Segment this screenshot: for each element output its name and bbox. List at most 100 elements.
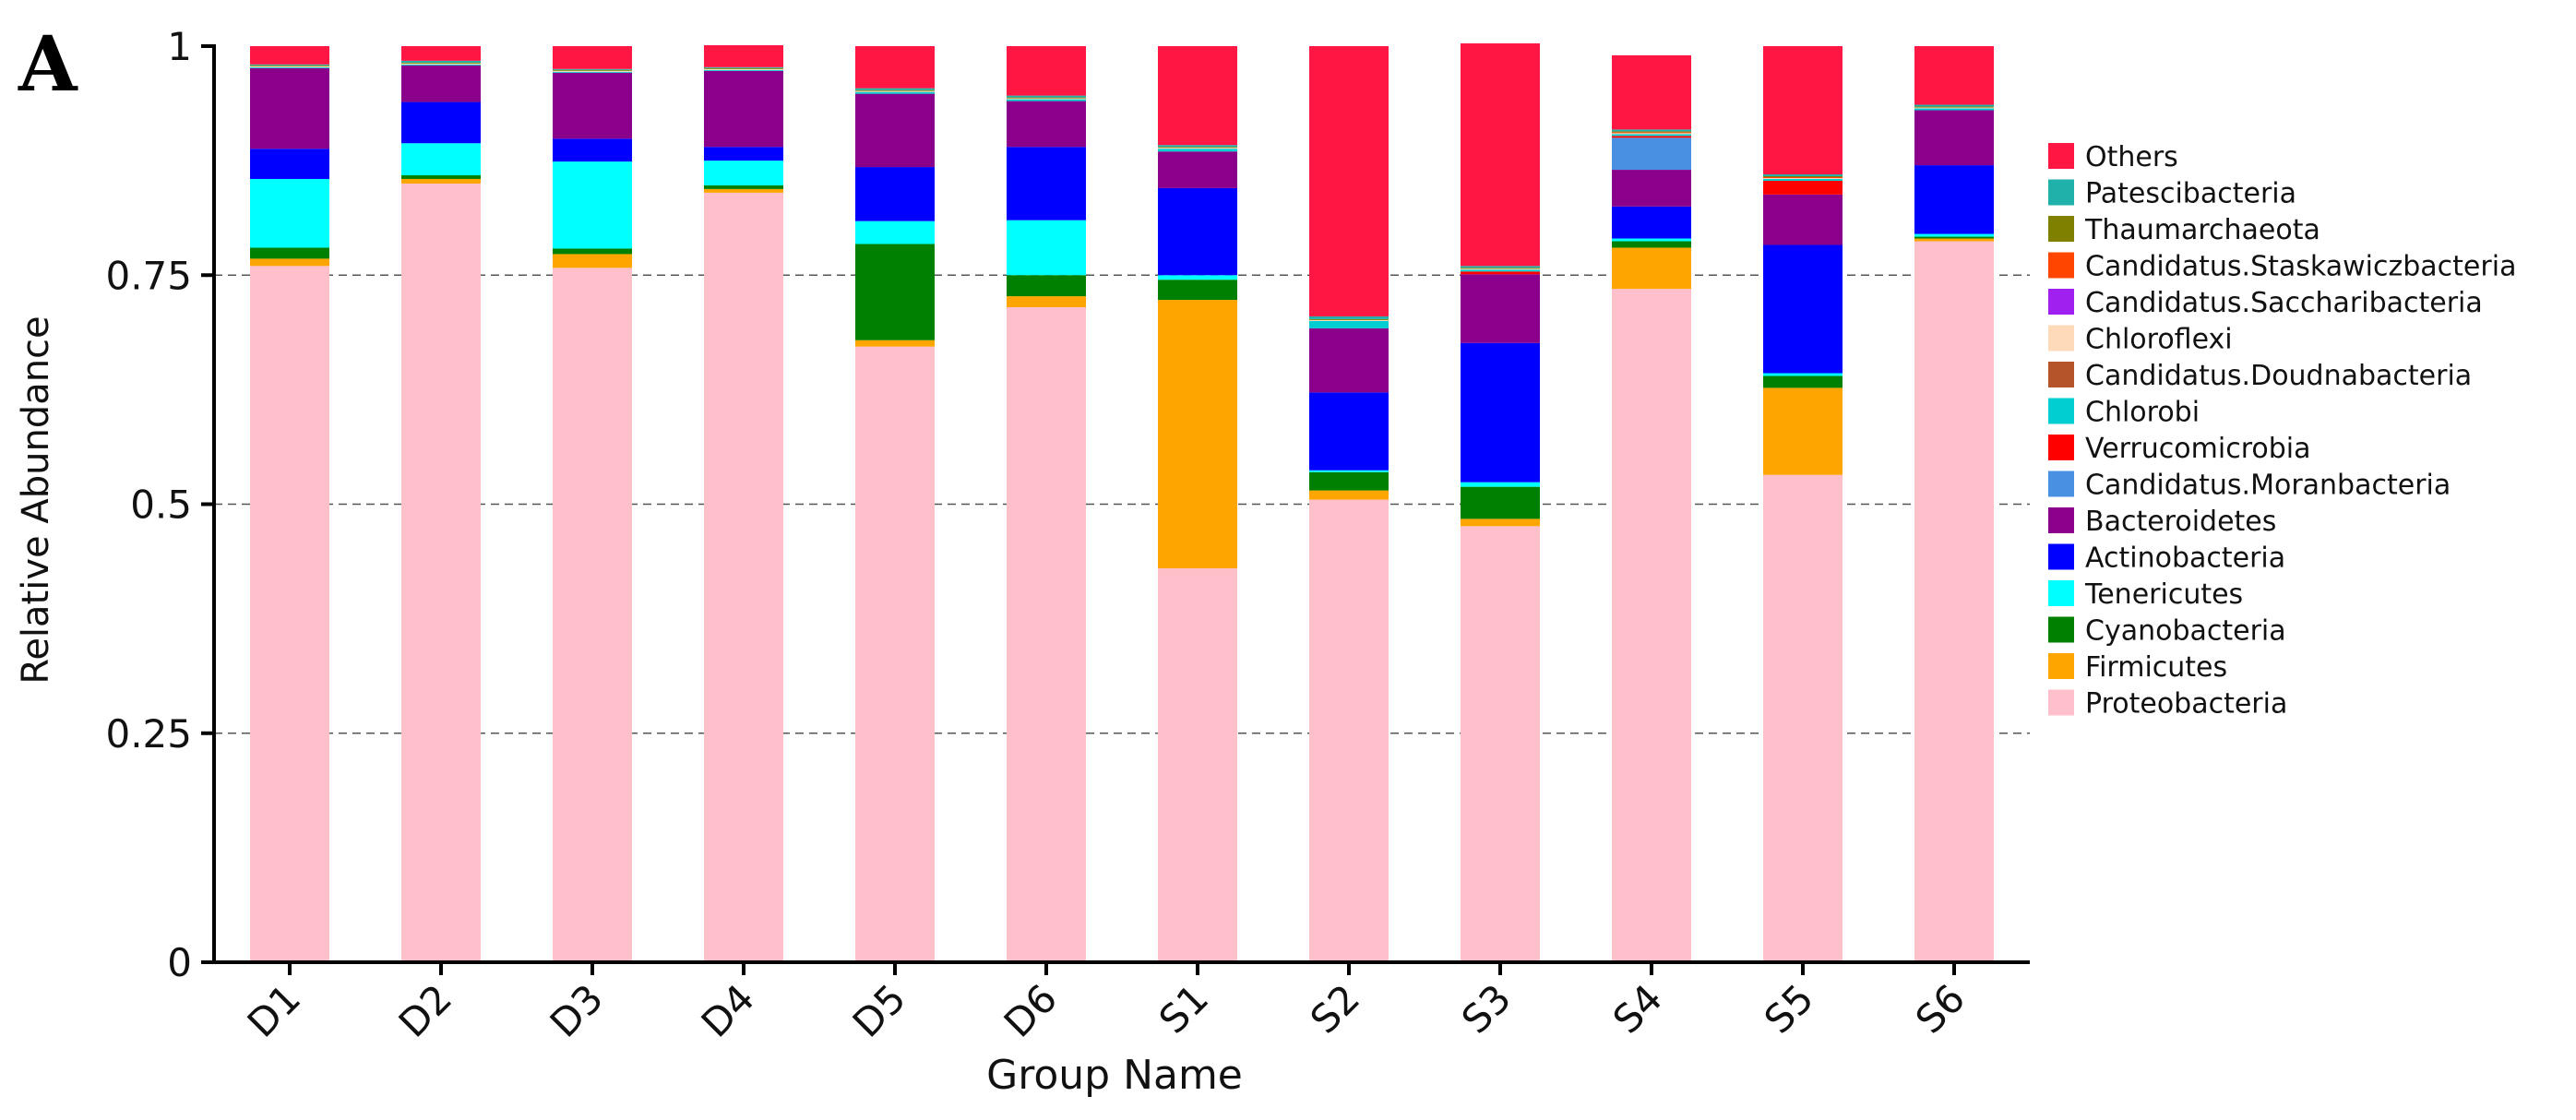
legend-label: Proteobacteria bbox=[2085, 688, 2287, 721]
legend-swatch bbox=[2048, 216, 2074, 242]
legend-item: Others bbox=[2048, 141, 2178, 173]
segment-S1-Firmicutes bbox=[1158, 300, 1237, 569]
legend-label: Patescibacteria bbox=[2085, 178, 2296, 210]
segment-D5-Thaumarchaeota bbox=[855, 89, 935, 91]
segment-D2-Chloroflexi bbox=[401, 63, 481, 65]
segment-S5-Bacteroidetes bbox=[1763, 194, 1843, 245]
segment-S5-Actinobacteria bbox=[1763, 244, 1843, 374]
bar-D2 bbox=[401, 46, 481, 962]
legend-item: Cyanobacteria bbox=[2048, 615, 2286, 648]
legend-swatch bbox=[2048, 616, 2074, 643]
legend-item: Candidatus.Saccharibacteria bbox=[2048, 287, 2483, 319]
bar-S4 bbox=[1612, 54, 1691, 962]
segment-D4-Others bbox=[704, 45, 783, 67]
segment-S1-Patescibacteria bbox=[1158, 145, 1237, 148]
segment-S5-Cyanobacteria bbox=[1763, 375, 1843, 388]
legend-item: Patescibacteria bbox=[2048, 178, 2296, 210]
segment-S2-Firmicutes bbox=[1309, 490, 1389, 500]
legend-item: Thaumarchaeota bbox=[2048, 214, 2320, 246]
legend-item: Candidatus.Doudnabacteria bbox=[2048, 360, 2472, 392]
legend-label: Others bbox=[2085, 141, 2178, 173]
segment-D3-Tenericutes bbox=[553, 161, 632, 249]
segment-S6-Firmicutes bbox=[1914, 238, 1994, 242]
y-tick-label: 0.25 bbox=[105, 711, 192, 757]
segment-D5-Bacteroidetes bbox=[855, 93, 935, 168]
segment-D4-Chloroflexi bbox=[704, 68, 783, 70]
segment-D3-Cyanobacteria bbox=[553, 248, 632, 255]
segment-S1-Chloroflexi bbox=[1158, 148, 1237, 149]
legend-item: Bacteroidetes bbox=[2048, 506, 2276, 538]
bar-S5 bbox=[1763, 46, 1843, 962]
segment-S1-Tenericutes bbox=[1158, 275, 1237, 280]
legend-item: Proteobacteria bbox=[2048, 688, 2287, 721]
y-tick-label: 0.75 bbox=[105, 253, 192, 298]
segment-S5-Candidatus.Staskawiczbacteria bbox=[1763, 176, 1843, 178]
bar-D4 bbox=[704, 45, 783, 962]
segment-D4-Cyanobacteria bbox=[704, 185, 783, 189]
segment-S5-Chloroflexi bbox=[1763, 177, 1843, 179]
segment-D6-Proteobacteria bbox=[1007, 307, 1086, 962]
bar-D3 bbox=[553, 46, 632, 962]
segment-D2-Thaumarchaeota bbox=[401, 62, 481, 64]
legend-swatch bbox=[2048, 325, 2074, 351]
segment-S6-Chloroflexi bbox=[1914, 107, 1994, 109]
legend-item: Chloroflexi bbox=[2048, 324, 2233, 356]
legend-label: Candidatus.Doudnabacteria bbox=[2085, 360, 2472, 392]
legend-item: Verrucomicrobia bbox=[2048, 433, 2311, 465]
segment-S4-Bacteroidetes bbox=[1612, 170, 1691, 207]
segment-S5-Verrucomicrobia bbox=[1763, 180, 1843, 195]
segment-D4-Patescibacteria bbox=[704, 66, 783, 68]
x-tick-label-D6: D6 bbox=[996, 975, 1066, 1045]
segment-D6-Firmicutes bbox=[1007, 296, 1086, 308]
segment-S5-Chlorobi bbox=[1763, 178, 1843, 181]
segment-D4-Chlorobi bbox=[704, 69, 783, 71]
segment-D3-Proteobacteria bbox=[553, 268, 632, 962]
segment-D3-Chlorobi bbox=[553, 71, 632, 73]
segment-S5-Thaumarchaeota bbox=[1763, 176, 1843, 177]
segment-D5-Firmicutes bbox=[855, 340, 935, 347]
segment-D6-Others bbox=[1007, 46, 1086, 96]
y-tick-labels: 0 0.25 0.5 0.75 1 bbox=[105, 24, 192, 985]
legend-swatch bbox=[2048, 289, 2074, 315]
x-tick-label-S3: S3 bbox=[1453, 975, 1520, 1042]
segment-S4-Thaumarchaeota bbox=[1612, 131, 1691, 133]
segment-D6-Tenericutes bbox=[1007, 220, 1086, 276]
segment-D4-Bacteroidetes bbox=[704, 70, 783, 148]
segment-S1-Chlorobi bbox=[1158, 149, 1237, 152]
legend-swatch bbox=[2048, 689, 2074, 716]
segment-S6-Others bbox=[1914, 46, 1994, 105]
x-axis-label: Group Name bbox=[986, 1052, 1243, 1099]
bar-S6 bbox=[1914, 46, 1994, 962]
segment-D3-Chloroflexi bbox=[553, 70, 632, 72]
legend-swatch bbox=[2048, 543, 2074, 570]
segment-S5-Proteobacteria bbox=[1763, 474, 1843, 962]
segment-S5-Patescibacteria bbox=[1763, 174, 1843, 177]
segment-D1-Tenericutes bbox=[250, 178, 329, 248]
segment-S1-Actinobacteria bbox=[1158, 187, 1237, 276]
segment-D6-Cyanobacteria bbox=[1007, 275, 1086, 297]
segment-D1-Chloroflexi bbox=[250, 66, 329, 67]
segment-D2-Others bbox=[401, 46, 481, 61]
bar-S3 bbox=[1461, 43, 1540, 962]
segment-D5-Patescibacteria bbox=[855, 88, 935, 90]
segment-D2-Chlorobi bbox=[401, 64, 481, 66]
segment-D5-Chloroflexi bbox=[855, 90, 935, 92]
segment-S2-Chlorobi bbox=[1309, 320, 1389, 328]
segment-S3-Others bbox=[1461, 43, 1540, 267]
segment-D6-Actinobacteria bbox=[1007, 147, 1086, 220]
segment-D6-Patescibacteria bbox=[1007, 95, 1086, 98]
segment-S6-Chlorobi bbox=[1914, 108, 1994, 111]
legend-item: Candidatus.Moranbacteria bbox=[2048, 470, 2451, 502]
segment-D1-Cyanobacteria bbox=[250, 247, 329, 259]
bar-S1 bbox=[1158, 46, 1237, 962]
segment-S1-Proteobacteria bbox=[1158, 568, 1237, 962]
legend-swatch bbox=[2048, 179, 2074, 206]
segment-D1-Bacteroidetes bbox=[250, 67, 329, 149]
x-tick-labels: D1 D2 D3 D4 D5 D6 S1 S2 S3 S4 S5 S6 bbox=[239, 975, 1974, 1045]
x-tick-label-D5: D5 bbox=[844, 975, 914, 1045]
segment-S4-Chlorobi bbox=[1612, 134, 1691, 137]
segment-S5-Firmicutes bbox=[1763, 387, 1843, 475]
segment-S6-Patescibacteria bbox=[1914, 104, 1994, 107]
legend-label: Chloroflexi bbox=[2085, 324, 2233, 356]
segment-S2-Patescibacteria bbox=[1309, 316, 1389, 319]
